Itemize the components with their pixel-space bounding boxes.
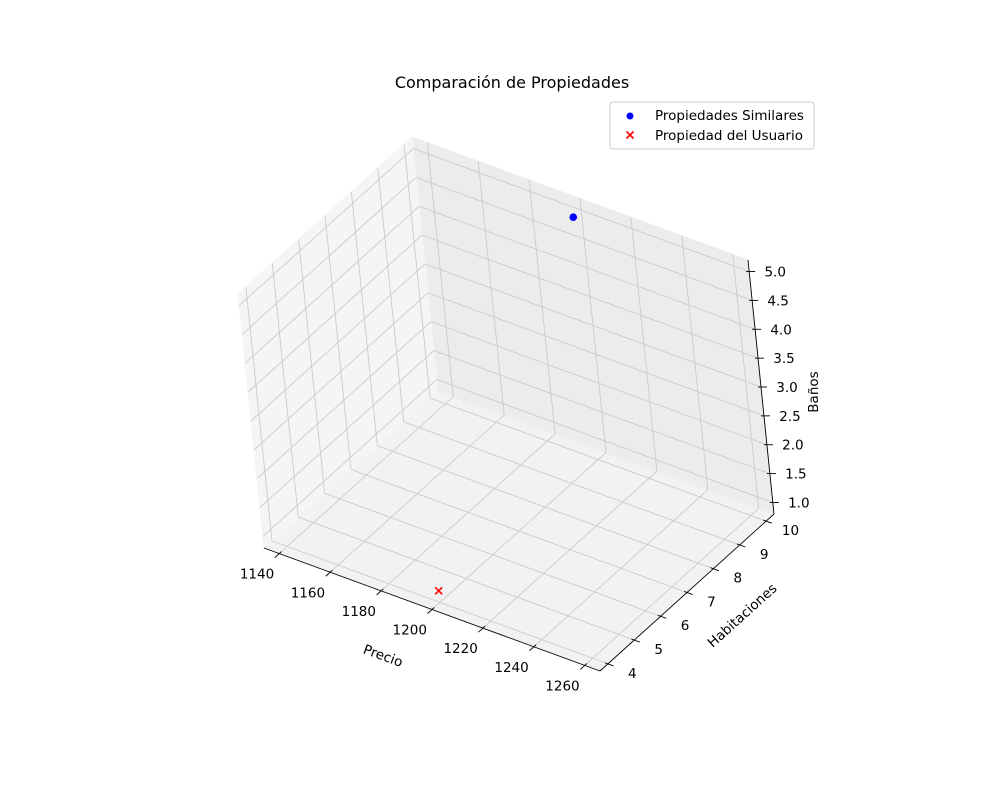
chart-title: Comparación de Propiedades [395, 73, 629, 92]
x-tick [325, 569, 333, 577]
legend-label-usuario: Propiedad del Usuario [655, 128, 803, 144]
x-axis-label: Precio [361, 642, 405, 671]
grid-line-z [256, 321, 432, 480]
y-tick [631, 638, 641, 643]
z-tick-label: 3.0 [776, 380, 797, 396]
grid-line-z [413, 148, 750, 272]
data-points [434, 213, 578, 595]
grid-line-z [253, 292, 429, 451]
z-tick-label: 4.0 [770, 322, 791, 338]
grid-lines [238, 142, 773, 666]
grid-line-y [429, 397, 767, 522]
y-tick [736, 543, 746, 548]
grid-line-z [262, 379, 438, 537]
legend-marker-usuario [625, 130, 635, 140]
y-tick [604, 662, 614, 667]
grid-line-z [247, 234, 423, 393]
data-point-stroke [434, 586, 443, 595]
tick-labels: 1140 1160 1180 1200 1220 1240 1260 4 5 6 7 8 9 10 1.0 1… [240, 265, 810, 695]
y-tick [710, 567, 720, 572]
grid-line-z [427, 292, 765, 417]
y-tick-label: 7 [707, 594, 716, 610]
z-tick-label: 2.0 [782, 438, 803, 454]
z-tick-label: 2.5 [779, 409, 800, 425]
z-tick-label: 5.0 [764, 265, 785, 281]
grid-line-y [403, 421, 740, 546]
y-tick [657, 614, 667, 619]
x-tick-label: 1240 [494, 660, 528, 676]
x-tick-label: 1140 [240, 567, 274, 583]
grid-line-y [271, 540, 609, 665]
grid-line-y [324, 492, 661, 617]
grid-line-z [436, 379, 773, 503]
x-tick-label: 1220 [443, 641, 477, 657]
grid-line-z [241, 177, 417, 335]
data-point-0 [569, 213, 578, 221]
y-tick-label: 8 [733, 571, 742, 587]
y-tick-label: 9 [760, 547, 769, 563]
grid-line-z [250, 263, 426, 422]
grid-line-z [418, 205, 756, 330]
data-point-1 [434, 586, 443, 595]
x-tick-label: 1200 [393, 623, 427, 639]
grid-line-z [421, 234, 759, 359]
z-tick-label: 1.5 [785, 467, 806, 483]
grid-line-z [259, 350, 435, 508]
y-tick [684, 591, 693, 595]
y-tick-label: 6 [681, 618, 690, 634]
z-tick-label: 3.5 [773, 351, 794, 367]
grid-line-z [244, 205, 420, 364]
y-tick [763, 519, 772, 524]
x-tick [427, 607, 435, 614]
y-tick-label: 5 [654, 642, 663, 658]
legend-marker-similares [626, 112, 634, 120]
x-tick-label: 1180 [342, 604, 376, 620]
grid-line-y [377, 445, 714, 570]
legend-frame [609, 101, 815, 150]
grid-line-z [238, 148, 414, 306]
legend: Propiedades Similares Propiedad del Usua… [609, 101, 815, 150]
legend-label-similares: Propiedades Similares [655, 108, 804, 124]
grid-line-z [424, 263, 762, 388]
y-axis-label: Habitaciones [705, 581, 781, 652]
x-tick [529, 644, 537, 652]
grid-line-z [433, 350, 771, 475]
z-axis-label: Baños [806, 371, 822, 412]
y-tick-label: 10 [782, 523, 799, 539]
grid-line-z [415, 176, 753, 301]
x-tick [376, 588, 384, 596]
grid-line-y [298, 516, 635, 641]
x-tick [579, 663, 588, 670]
grid-line-z [430, 321, 768, 446]
z-tick-label: 4.5 [767, 293, 788, 309]
axes [263, 259, 779, 672]
grid-line-y [350, 469, 688, 593]
x-tick-label: 1260 [545, 679, 579, 695]
x-tick-label: 1160 [291, 585, 325, 601]
y-tick-label: 4 [628, 666, 637, 682]
x-tick [274, 551, 282, 558]
x-tick [478, 625, 486, 633]
z-tick-label: 1.0 [788, 495, 809, 511]
